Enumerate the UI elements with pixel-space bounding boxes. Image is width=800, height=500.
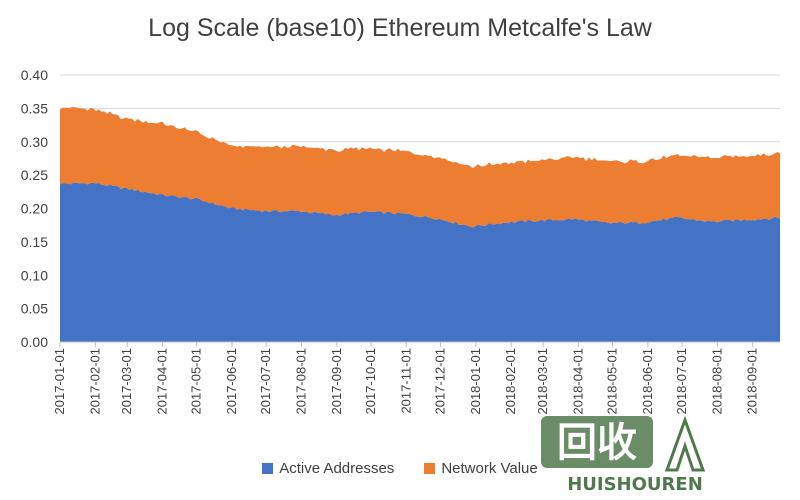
legend-label-active-addresses: Active Addresses xyxy=(279,460,395,477)
x-axis-ticks: 2017-01-01 2017-02-01 2017-03-01 2017-04-01… xyxy=(52,341,780,415)
y-tick-label: 0.40 xyxy=(21,67,48,83)
x-tick-label: 2018-07-01 xyxy=(674,348,689,415)
x-tick-label: 2018-03-01 xyxy=(535,348,550,415)
x-tick-label: 2018-02-01 xyxy=(503,348,518,415)
x-tick-label: 2018-04-01 xyxy=(570,348,585,415)
x-tick-label: 2017-02-01 xyxy=(87,348,102,415)
area-active-addresses xyxy=(60,182,780,342)
y-tick-label: 0.35 xyxy=(21,100,48,116)
x-tick-label: 2017-08-01 xyxy=(294,348,309,415)
x-tick-label: 2017-11-01 xyxy=(398,348,413,414)
x-tick-label: 2018-06-01 xyxy=(640,348,655,415)
x-tick-label: 2017-01-01 xyxy=(52,348,67,415)
legend-item-active-addresses: Active Addresses xyxy=(262,460,394,477)
legend-label-network-value: Network Value xyxy=(441,460,538,477)
watermark-badge xyxy=(541,416,653,468)
y-tick-label: 0.00 xyxy=(21,334,48,350)
area-network-value xyxy=(60,107,780,228)
x-tick-label: 2018-09-01 xyxy=(745,348,760,415)
x-tick-label: 2017-07-01 xyxy=(258,348,273,415)
chart-title: Log Scale (base10) Ethereum Metcalfe's L… xyxy=(148,14,652,42)
legend-swatch-network-value xyxy=(424,463,436,474)
area-series xyxy=(60,107,780,342)
x-tick-label: 2018-05-01 xyxy=(605,348,620,415)
y-tick-label: 0.05 xyxy=(21,301,48,317)
watermark-main-text: 回收 xyxy=(557,420,637,466)
watermark-mountain-icon xyxy=(664,415,706,472)
legend-item-network-value: Network Value xyxy=(424,460,538,477)
x-tick-label: 2018-01-01 xyxy=(468,348,483,415)
x-tick-label: 2017-05-01 xyxy=(189,348,204,415)
x-tick-label: 2017-09-01 xyxy=(329,348,344,415)
x-tick-label: 2017-06-01 xyxy=(224,348,239,415)
legend-swatch-active-addresses xyxy=(262,463,274,474)
x-tick-label: 2017-10-01 xyxy=(363,348,378,415)
y-tick-label: 0.30 xyxy=(21,134,48,150)
y-axis-ticks: 0.00 0.05 0.10 0.15 0.20 0.25 0.30 0.35 0.40 xyxy=(21,67,48,350)
watermark-logo: 回收 HUISHOUREN xyxy=(541,415,715,495)
x-tick-label: 2017-04-01 xyxy=(155,348,170,415)
y-tick-label: 0.20 xyxy=(21,201,48,217)
watermark-sub-text: HUISHOUREN xyxy=(567,474,703,495)
legend: Active Addresses Network Value xyxy=(0,460,800,477)
x-tick-label: 2017-03-01 xyxy=(119,348,134,415)
y-tick-label: 0.10 xyxy=(21,267,48,283)
watermark-sub-bg xyxy=(555,472,715,494)
x-tick-label: 2017-12-01 xyxy=(433,348,448,415)
y-tick-label: 0.15 xyxy=(21,234,48,250)
x-tick-label: 2018-08-01 xyxy=(709,348,724,415)
y-tick-label: 0.25 xyxy=(21,167,48,183)
